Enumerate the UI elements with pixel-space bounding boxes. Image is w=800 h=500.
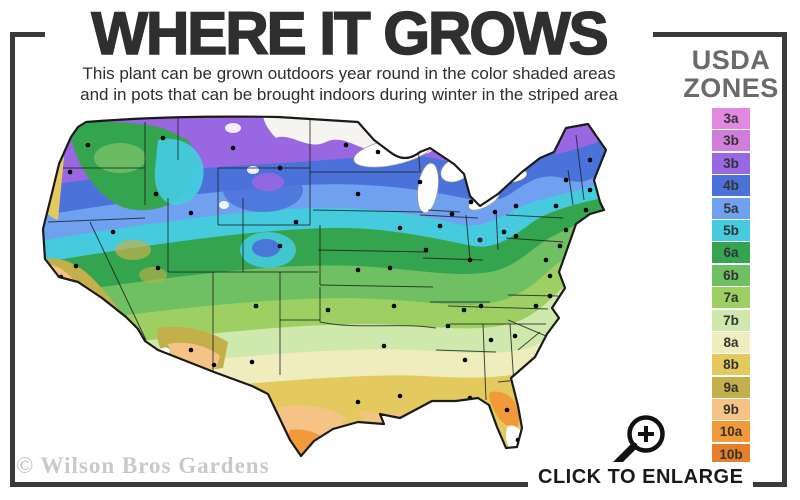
- subtitle-line-2: and in pots that can be brought indoors …: [80, 84, 618, 104]
- city-dot: [387, 265, 393, 271]
- city-dot: [504, 407, 510, 413]
- legend-swatch-10b-15: 10b: [712, 443, 750, 465]
- zone-legend: 3a 3b 3b 4b 5a 5b 6a 6b 7a 7b 8a 8b 9a 9b 10a 10b: [712, 108, 752, 466]
- city-dot: [343, 142, 349, 148]
- subtitle-line-1: This plant can be grown outdoors year ro…: [82, 64, 616, 83]
- city-dot: [513, 203, 519, 209]
- legend-swatch-5b-5: 5b: [712, 219, 750, 241]
- watermark: © Wilson Bros Gardens: [16, 453, 270, 478]
- city-dot: [512, 333, 518, 339]
- legend-title-zones: ZONES: [683, 73, 779, 104]
- city-dot: [492, 209, 498, 215]
- magnifier-plus-icon[interactable]: [603, 404, 673, 474]
- city-dot: [461, 307, 467, 313]
- city-dot: [462, 357, 468, 363]
- city-dot: [325, 307, 331, 313]
- city-dot: [543, 257, 549, 263]
- city-dot: [547, 273, 553, 279]
- city-dot: [517, 377, 523, 383]
- city-dot: [277, 243, 283, 249]
- city-dot: [67, 169, 73, 175]
- city-dot: [355, 191, 361, 197]
- header: WHERE IT GROWS This plant can be grown o…: [45, 0, 653, 108]
- legend-swatch-9a-12: 9a: [712, 376, 750, 398]
- city-dot: [397, 393, 403, 399]
- city-dot: [139, 340, 145, 346]
- city-dot: [249, 359, 255, 365]
- city-dot: [355, 267, 361, 273]
- legend-swatch-8a-10: 8a: [712, 331, 750, 353]
- city-dot: [211, 362, 217, 368]
- legend-swatch-3b-2: 3b: [712, 152, 750, 174]
- city-dot: [513, 233, 519, 239]
- city-dot: [188, 210, 194, 216]
- city-dot: [73, 263, 79, 269]
- city-dot: [587, 187, 593, 193]
- city-dot: [533, 303, 539, 309]
- city-dot: [153, 191, 159, 197]
- city-dot: [230, 145, 236, 151]
- city-dot: [397, 225, 403, 231]
- city-dot: [468, 199, 474, 205]
- city-dot: [188, 347, 194, 353]
- legend-title: USDA ZONES: [680, 46, 782, 102]
- city-dot: [477, 237, 483, 243]
- city-dot: [391, 303, 397, 309]
- legend-swatch-5a-4: 5a: [712, 197, 750, 219]
- city-dot: [160, 135, 166, 141]
- legend-swatch-7a-8: 7a: [712, 287, 750, 309]
- legend-swatch-9b-13: 9b: [712, 399, 750, 421]
- legend-swatch-4b-3: 4b: [712, 175, 750, 197]
- legend-swatch-8b-11: 8b: [712, 354, 750, 376]
- city-dot: [375, 149, 381, 155]
- city-dot: [445, 323, 451, 329]
- city-dot: [253, 303, 259, 309]
- city-dot: [85, 142, 91, 148]
- city-dot: [478, 303, 484, 309]
- city-dot: [155, 265, 161, 271]
- page-title: WHERE IT GROWS: [91, 0, 610, 67]
- city-dot: [277, 165, 283, 171]
- city-dot: [449, 211, 455, 217]
- city-dot: [583, 207, 589, 213]
- city-dot: [355, 399, 361, 405]
- city-dot: [587, 157, 593, 163]
- us-map-graphic: [41, 115, 608, 458]
- city-dot: [563, 177, 569, 183]
- city-dot: [423, 247, 429, 253]
- legend-swatch-6b-7: 6b: [712, 264, 750, 286]
- city-dot: [547, 293, 553, 299]
- city-dot: [381, 343, 387, 349]
- legend-swatch-6a-6: 6a: [712, 242, 750, 264]
- usda-zone-map[interactable]: [28, 110, 628, 477]
- city-dot: [417, 179, 423, 185]
- city-dot: [488, 337, 494, 343]
- city-dot: [553, 203, 559, 209]
- legend-swatch-10a-14: 10a: [712, 421, 750, 443]
- legend-swatch-7b-9: 7b: [712, 309, 750, 331]
- click-to-enlarge-button[interactable]: CLICK TO ENLARGE: [528, 462, 754, 497]
- city-dot: [120, 327, 126, 333]
- city-dot: [110, 229, 116, 235]
- city-dot: [293, 219, 299, 225]
- city-dot: [563, 227, 569, 233]
- city-dot: [467, 257, 473, 263]
- city-dot: [501, 229, 507, 235]
- legend-swatch-3a-0: 3a: [712, 108, 750, 129]
- city-dot: [437, 223, 443, 229]
- city-dot: [557, 243, 563, 249]
- legend-swatch-3b-1: 3b: [712, 130, 750, 152]
- legend-title-usda: USDA: [691, 45, 771, 75]
